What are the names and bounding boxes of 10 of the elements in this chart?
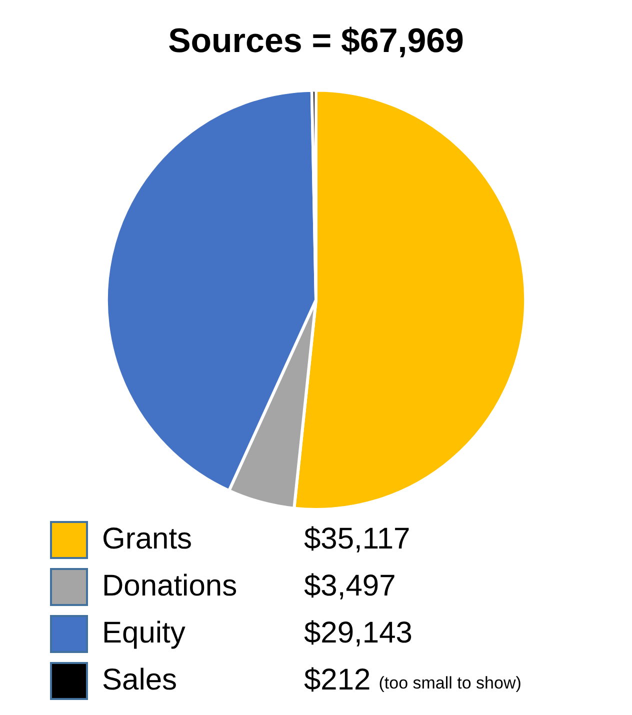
- legend-label: Equity: [102, 616, 186, 650]
- legend-label: Donations: [102, 569, 238, 602]
- chart-title: Sources = $67,969: [168, 22, 464, 60]
- data-label: $212: [304, 663, 371, 696]
- data-label: $29,143: [304, 616, 412, 650]
- data-label: $35,117: [304, 522, 410, 556]
- text: (too small to show): [378, 674, 522, 693]
- data-label: $3,497: [304, 569, 396, 602]
- legend-label: Grants: [102, 522, 192, 556]
- legend-label: Sales: [102, 663, 178, 696]
